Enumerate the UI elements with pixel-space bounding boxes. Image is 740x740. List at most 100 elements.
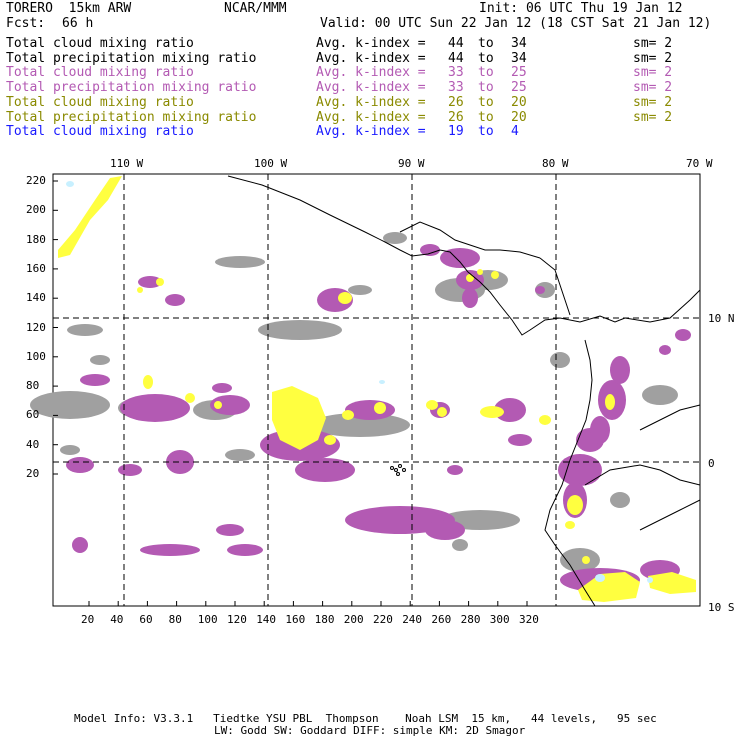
legend-to: to	[478, 80, 494, 96]
legend-lo: 26	[448, 94, 464, 110]
lat-label-eq: 0	[708, 457, 715, 470]
y-tick-label: 180	[26, 232, 46, 246]
y-tick-label: 140	[26, 291, 46, 305]
lon-label-80w: 80 W	[542, 157, 569, 170]
galapagos-island	[390, 466, 394, 470]
yellow-cloud-blob	[272, 386, 326, 450]
legend-kindex: Avg. k-index =	[316, 36, 434, 51]
purple-cloud-blob	[675, 329, 691, 341]
caribbean-coast	[399, 221, 541, 259]
purple-cloud-blob	[295, 458, 355, 482]
gray-cloud-blob	[452, 539, 468, 551]
yellow-cloud-blob	[143, 375, 153, 389]
purple-cloud-blob	[420, 244, 440, 256]
legend-kindex: Avg. k-index =	[316, 80, 434, 96]
pacific-coast-central-america	[227, 175, 626, 336]
legend-field: Total precipitation mixing ratio	[6, 109, 257, 125]
purple-cloud-blob	[210, 395, 250, 415]
legend-to: to	[478, 50, 494, 66]
galapagos-island	[394, 468, 398, 472]
init-time: Init: 06 UTC Thu 19 Jan 12	[479, 1, 683, 16]
gray-cloud-blob	[225, 449, 255, 461]
yellow-cloud-blob	[374, 402, 386, 414]
x-tick-label: 260	[431, 613, 452, 626]
yellow-cloud-blob	[214, 401, 222, 409]
legend-field: Total cloud mixing ratio	[6, 65, 194, 81]
x-tick-label: 300	[489, 613, 510, 626]
map-frame	[52, 173, 701, 607]
yellow-cloud-blob	[477, 269, 483, 275]
colombia-coast	[624, 289, 701, 323]
y-tick-label: 60	[26, 408, 40, 422]
gray-cloud-blob	[90, 355, 110, 365]
x-tick-label: 180	[314, 613, 335, 626]
legend-sm: sm= 2	[633, 109, 673, 125]
model-name: TORERO 15km ARW	[6, 1, 132, 16]
lon-label-70w: 70 W	[686, 157, 713, 170]
legend-kindex: Avg. k-index =	[316, 109, 434, 125]
legend-kindex: Avg. k-index =	[316, 65, 434, 81]
legend-to: to	[478, 109, 494, 125]
galapagos-island	[398, 464, 402, 468]
yellow-cloud-blob	[137, 287, 143, 293]
purple-cloud-blob	[80, 374, 110, 386]
yellow-cloud-blob	[185, 393, 195, 403]
legend-lo: 44	[448, 36, 464, 51]
valid-time: Valid: 00 UTC Sun 22 Jan 12 (18 CST Sat …	[320, 16, 712, 31]
legend-sm: sm= 2	[633, 94, 673, 110]
y-tick-label: 160	[26, 261, 46, 275]
gray-cloud-blob	[215, 256, 265, 268]
gray-cloud-blob	[258, 320, 342, 340]
yellow-cloud-blob	[342, 410, 354, 420]
lightblue-cloud-blob	[647, 577, 653, 583]
purple-cloud-blob	[558, 454, 602, 486]
lightblue-cloud-blob	[379, 380, 385, 384]
x-tick-label: 80	[168, 613, 182, 626]
legend-hi: 20	[511, 109, 527, 125]
legend-row: Total cloud mixing ratio Avg. k-index = 4…	[6, 36, 736, 51]
yellow-cloud-blob	[491, 271, 499, 279]
legend-sm: sm= 2	[633, 80, 673, 96]
purple-cloud-blob	[227, 544, 263, 556]
y-tick-label: 20	[26, 467, 40, 480]
gray-cloud-blob	[67, 324, 103, 336]
gray-cloud-blob	[610, 492, 630, 508]
south-america-west-coast	[544, 339, 596, 607]
x-tick-label: 280	[460, 613, 481, 626]
legend-field: Total cloud mixing ratio	[6, 124, 194, 140]
x-tick-label: 220	[373, 613, 393, 626]
legend-row: Total precipitation mixing ratio Avg. k-i…	[6, 51, 736, 66]
galapagos-island	[396, 472, 400, 476]
y-tick-label: 40	[26, 437, 40, 451]
purple-cloud-blob	[72, 537, 88, 553]
legend-lo: 26	[448, 109, 464, 125]
gray-cloud-blob	[383, 232, 407, 244]
legend-kindex: Avg. k-index =	[316, 94, 434, 110]
purple-cloud-blob	[66, 457, 94, 473]
y-tick-label: 80	[26, 379, 40, 393]
x-tick-label: 60	[139, 613, 153, 626]
legend-row: Total cloud mixing ratio Avg. k-index = 3…	[6, 65, 736, 80]
colombia-border	[639, 404, 701, 431]
legend-sm: sm= 2	[633, 65, 673, 81]
yellow-cloud-blob	[648, 572, 696, 594]
lon-label-100w: 100 W	[254, 157, 288, 170]
purple-cloud-blob	[165, 294, 185, 306]
x-tick-label: 240	[402, 613, 423, 626]
purple-cloud-blob	[440, 248, 480, 268]
legend-lo: 44	[448, 50, 464, 66]
lightblue-cloud-blob	[66, 181, 74, 187]
legend-to: to	[478, 94, 494, 110]
physics-info: LW: Godd SW: Goddard DIFF: simple KM: 2D…	[214, 724, 526, 737]
y-tick-label: 200	[26, 203, 46, 217]
brazil-border	[639, 499, 701, 531]
y-tick-label: 220	[26, 174, 46, 187]
gray-cloud-blob	[310, 413, 410, 437]
forecast-hour: 66 h	[62, 16, 94, 31]
y-tick-label: 100	[26, 349, 46, 363]
organization: NCAR/MMM	[224, 1, 287, 16]
legend-hi: 25	[511, 80, 527, 96]
purple-cloud-blob	[212, 383, 232, 393]
legend-hi: 25	[511, 65, 527, 81]
gray-cloud-blob	[560, 548, 600, 572]
